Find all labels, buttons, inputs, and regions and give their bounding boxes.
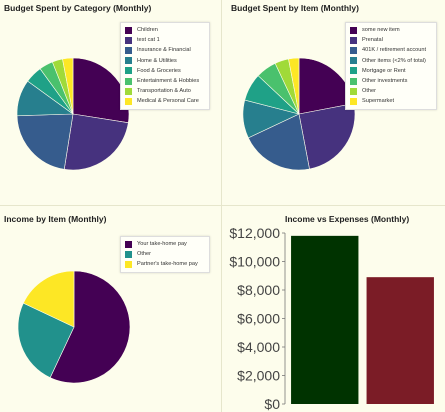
item-legend-label: Other items (<2% of total) — [362, 57, 426, 64]
category-legend-label: Medical & Personal Care — [137, 98, 199, 105]
item-legend-label: Other investments — [362, 78, 408, 85]
category-slice-1[interactable] — [63, 113, 129, 171]
category-legend: Children test cat 1 Insurance & Financial H… — [120, 22, 210, 110]
bar-y-tick-label: $2,000 — [237, 368, 280, 384]
item-legend-swatch — [350, 87, 357, 95]
category-legend-label: Transportation & Auto — [137, 88, 191, 95]
category-legend-label: Children — [137, 27, 158, 34]
income-legend: Your take-home pay Other Partner's take-ho… — [120, 236, 210, 273]
item-legend-item[interactable]: Other investments — [350, 76, 432, 86]
bar-y-tick-label: $0 — [264, 396, 280, 412]
income-slice-1[interactable] — [17, 302, 75, 379]
category-slice-7[interactable] — [62, 57, 74, 115]
category-chart-title: Budget Spent by Category (Monthly) — [4, 3, 152, 13]
income-legend-swatch — [125, 240, 132, 248]
income-legend-item[interactable]: Other — [125, 249, 205, 259]
item-slice-1[interactable] — [298, 103, 356, 170]
item-legend-item[interactable]: some new item — [350, 25, 432, 35]
bar-income[interactable] — [291, 235, 359, 404]
category-legend-label: test cat 1 — [137, 37, 160, 44]
bar-y-tick-label: $10,000 — [229, 254, 280, 270]
item-legend-label: Prenatal — [362, 37, 383, 44]
item-legend-label: Supermarket — [362, 98, 395, 105]
item-legend-label: Other — [362, 88, 376, 95]
item-legend-label: some new item — [362, 27, 400, 34]
income-legend-label: Other — [137, 251, 151, 258]
item-legend-item[interactable]: Other — [350, 86, 432, 96]
item-legend-swatch — [350, 97, 357, 105]
item-legend-item[interactable]: Other items (<2% of total) — [350, 56, 432, 66]
horizontal-divider — [0, 205, 445, 206]
category-legend-swatch — [125, 46, 132, 54]
item-legend-swatch — [350, 26, 357, 34]
item-legend: some new item Prenatal 401K / retirement a… — [345, 22, 437, 110]
item-legend-label: 401K / retirement account — [362, 47, 427, 54]
category-legend-item[interactable]: Home & Utilities — [125, 56, 205, 66]
item-legend-item[interactable]: Supermarket — [350, 96, 432, 106]
bar-y-tick-label: $8,000 — [237, 282, 280, 298]
item-legend-swatch — [350, 36, 357, 44]
category-legend-swatch — [125, 26, 132, 34]
category-legend-swatch — [125, 67, 132, 75]
item-legend-item[interactable]: Prenatal — [350, 35, 432, 45]
category-legend-swatch — [125, 77, 132, 85]
item-slice-7[interactable] — [288, 57, 300, 115]
category-legend-label: Food & Groceries — [137, 67, 181, 74]
category-legend-item[interactable]: Food & Groceries — [125, 66, 205, 76]
category-legend-swatch — [125, 57, 132, 65]
income-legend-item[interactable]: Partner's take-home pay — [125, 259, 205, 269]
category-legend-item[interactable]: Insurance & Financial — [125, 45, 205, 55]
category-slice-2[interactable] — [16, 113, 74, 170]
category-legend-label: Home & Utilities — [137, 57, 177, 64]
category-slice-0[interactable] — [72, 57, 130, 124]
item-legend-item[interactable]: 401K / retirement account — [350, 45, 432, 55]
item-legend-label: Mortgage or Rent — [362, 67, 406, 74]
item-legend-swatch — [350, 67, 357, 75]
bar-y-tick-label: $6,000 — [237, 311, 280, 327]
category-legend-swatch — [125, 97, 132, 105]
bar-y-tick-label: $4,000 — [237, 339, 280, 355]
item-legend-swatch — [350, 77, 357, 85]
item-slice-2[interactable] — [247, 113, 310, 171]
income-slice-2[interactable] — [22, 270, 75, 328]
vertical-divider — [221, 0, 222, 412]
income-vs-expenses-title: Income vs Expenses (Monthly) — [285, 214, 410, 224]
income-legend-item[interactable]: Your take-home pay — [125, 239, 205, 249]
category-legend-item[interactable]: Entertainment & Hobbies — [125, 76, 205, 86]
bar-y-tick-label: $12,000 — [229, 225, 280, 241]
item-legend-swatch — [350, 46, 357, 54]
category-legend-item[interactable]: Transportation & Auto — [125, 86, 205, 96]
category-legend-label: Insurance & Financial — [137, 47, 191, 54]
item-legend-swatch — [350, 57, 357, 65]
item-chart-title: Budget Spent by Item (Monthly) — [231, 3, 359, 13]
category-legend-swatch — [125, 87, 132, 95]
income-legend-label: Partner's take-home pay — [137, 261, 198, 268]
category-legend-item[interactable]: Children — [125, 25, 205, 35]
income-legend-swatch — [125, 260, 132, 268]
income-chart-title: Income by Item (Monthly) — [4, 214, 107, 224]
income-legend-label: Your take-home pay — [137, 241, 187, 248]
category-legend-swatch — [125, 36, 132, 44]
category-legend-item[interactable]: Medical & Personal Care — [125, 96, 205, 106]
bar-expenses[interactable] — [366, 277, 434, 404]
category-legend-label: Entertainment & Hobbies — [137, 78, 200, 85]
item-legend-item[interactable]: Mortgage or Rent — [350, 66, 432, 76]
income-slice-0[interactable] — [49, 270, 131, 384]
income-legend-swatch — [125, 250, 132, 258]
category-legend-item[interactable]: test cat 1 — [125, 35, 205, 45]
